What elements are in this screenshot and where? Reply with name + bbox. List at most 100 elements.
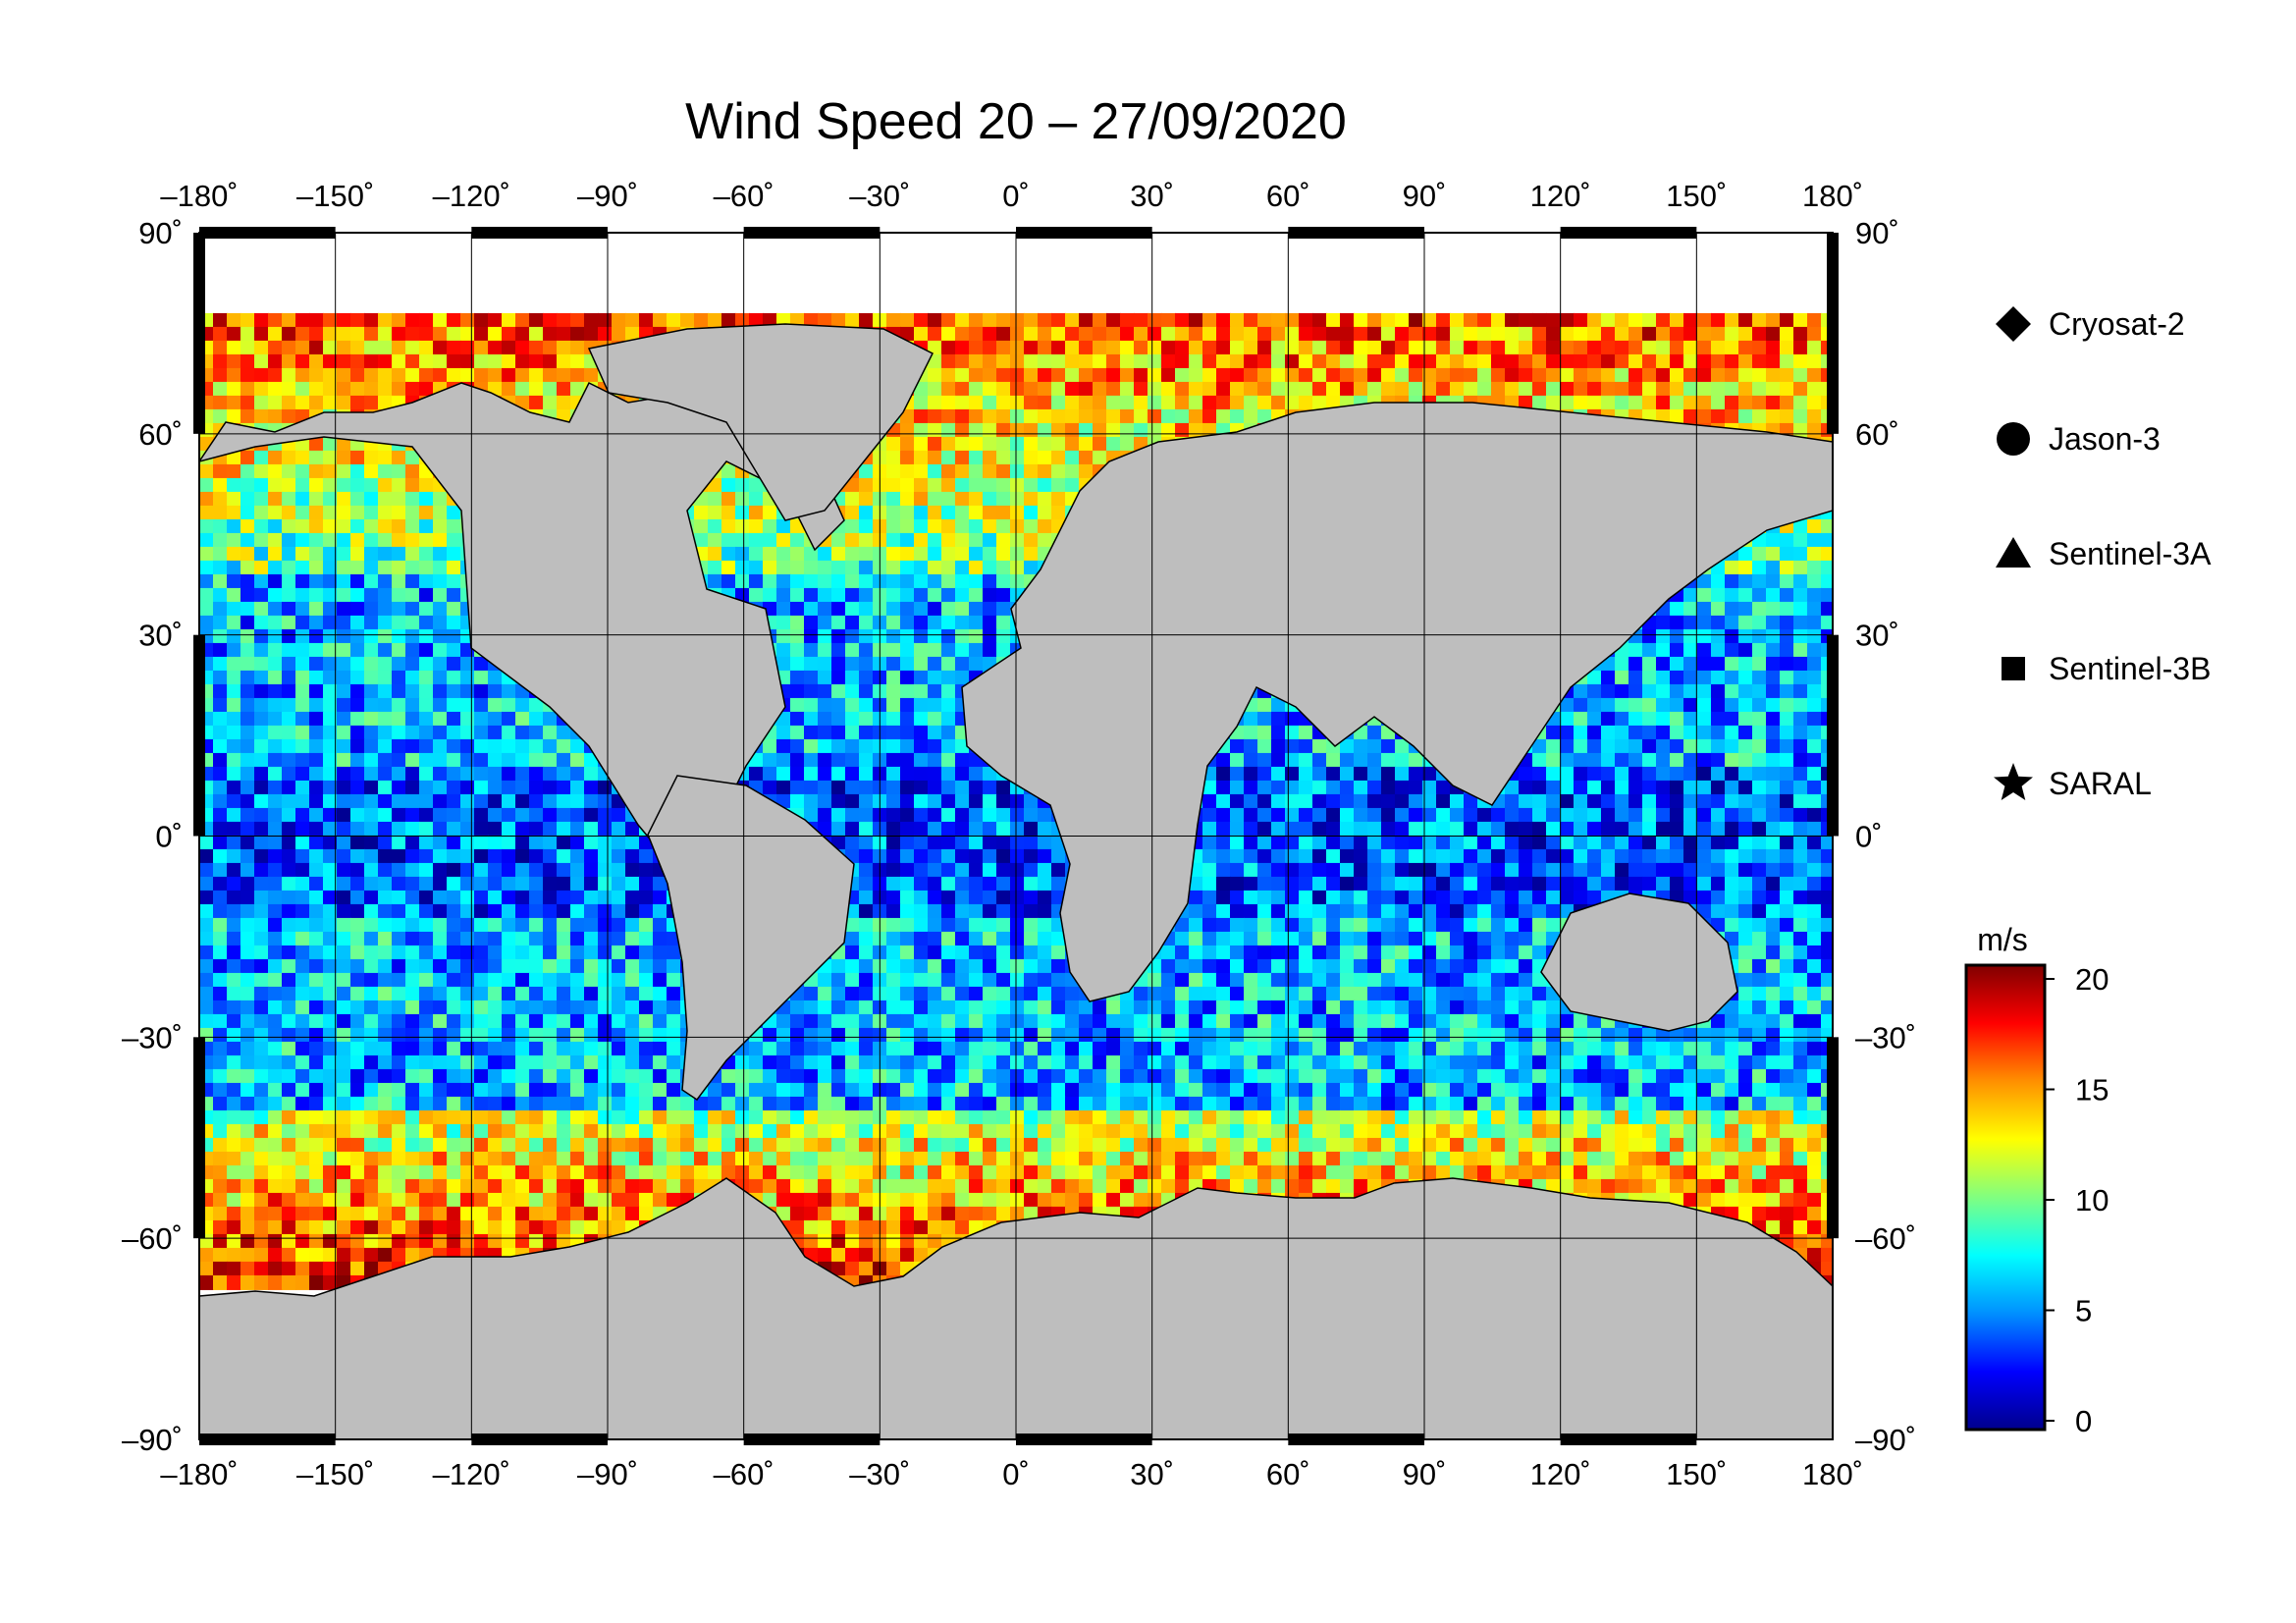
wind-cell	[900, 587, 915, 603]
wind-cell	[996, 835, 1011, 850]
wind-cell	[364, 518, 379, 534]
wind-cell	[1738, 807, 1753, 823]
wind-cell	[955, 463, 970, 479]
wind-cell	[1642, 862, 1657, 878]
wind-cell	[378, 725, 393, 740]
wind-cell	[227, 477, 241, 493]
wind-cell	[1560, 697, 1575, 713]
wind-cell	[240, 738, 255, 754]
wind-cell	[598, 312, 613, 328]
wind-cell	[1807, 353, 1822, 369]
wind-cell	[886, 697, 901, 713]
wind-cell	[1436, 312, 1451, 328]
wind-cell	[1697, 601, 1712, 617]
wind-cell	[914, 738, 929, 754]
wind-cell	[1738, 697, 1753, 713]
wind-cell	[584, 326, 599, 342]
wind-cell	[1738, 326, 1753, 342]
wind-cell	[240, 615, 255, 630]
wind-cell	[914, 752, 929, 768]
wind-cell	[1752, 697, 1767, 713]
wind-cell	[1587, 807, 1602, 823]
wind-cell	[295, 752, 310, 768]
wind-cell	[557, 876, 571, 892]
wind-cell	[818, 670, 832, 685]
wind-cell	[818, 821, 832, 837]
wind-cell	[1477, 862, 1492, 878]
wind-cell	[1065, 326, 1080, 342]
wind-cell	[337, 463, 351, 479]
wind-cell	[639, 312, 654, 328]
wind-cell	[983, 766, 997, 782]
wind-cell	[282, 587, 296, 603]
wind-cell	[1024, 340, 1039, 355]
wind-cell	[584, 312, 599, 328]
wind-cell	[886, 573, 901, 589]
wind-cell	[804, 587, 819, 603]
wind-cell	[364, 450, 379, 465]
wind-cell	[323, 340, 338, 355]
wind-cell	[1601, 340, 1616, 355]
wind-cell	[433, 835, 448, 850]
wind-cell	[1532, 835, 1547, 850]
wind-cell	[941, 312, 956, 328]
wind-cell	[1271, 340, 1286, 355]
wind-cell	[282, 518, 296, 534]
wind-cell	[502, 326, 516, 342]
wind-cell	[1422, 780, 1437, 795]
wind-cell	[1257, 312, 1272, 328]
wind-cell	[928, 615, 942, 630]
wind-cell	[364, 532, 379, 548]
wind-cell	[1601, 876, 1616, 892]
wind-cell	[831, 642, 846, 658]
wind-cell	[1326, 835, 1341, 850]
wind-cell	[337, 491, 351, 507]
wind-cell	[1216, 821, 1231, 837]
wind-cell	[419, 326, 434, 342]
wind-cell	[1106, 395, 1121, 410]
wind-cell	[928, 876, 942, 892]
wind-cell	[557, 725, 571, 740]
wind-cell	[1312, 738, 1327, 754]
wind-cell	[268, 450, 283, 465]
wind-cell	[295, 532, 310, 548]
wind-cell	[1505, 835, 1520, 850]
wind-cell	[1601, 312, 1616, 328]
wind-cell	[364, 683, 379, 699]
wind-cell	[996, 450, 1011, 465]
wind-cell	[254, 697, 269, 713]
wind-cell	[584, 780, 599, 795]
wind-cell	[350, 642, 365, 658]
wind-cell	[928, 697, 942, 713]
wind-cell	[1051, 340, 1066, 355]
wind-cell	[474, 711, 489, 727]
wind-cell	[955, 326, 970, 342]
wind-cell	[1134, 312, 1148, 328]
wind-cell	[419, 683, 434, 699]
wind-cell	[1010, 367, 1025, 383]
wind-cell	[969, 628, 984, 644]
wind-cell	[983, 422, 997, 438]
wind-cell	[1093, 326, 1107, 342]
wind-cell	[1711, 725, 1726, 740]
wind-cell	[364, 326, 379, 342]
wind-cell	[1354, 793, 1368, 809]
wind-cell	[1560, 862, 1575, 878]
wind-cell	[1725, 615, 1739, 630]
wind-cell	[1395, 862, 1410, 878]
wind-cell	[1216, 326, 1231, 342]
wind-cell	[983, 560, 997, 575]
wind-cell	[309, 780, 324, 795]
wind-cell	[337, 353, 351, 369]
wind-cell	[1395, 876, 1410, 892]
wind-cell	[1560, 766, 1575, 782]
wind-cell	[1793, 408, 1808, 424]
wind-cell	[941, 601, 956, 617]
wind-cell	[1450, 793, 1465, 809]
wind-cell	[1560, 793, 1575, 809]
wind-cell	[543, 395, 558, 410]
wind-cell	[213, 835, 228, 850]
wind-cell	[996, 408, 1011, 424]
wind-cell	[1670, 697, 1684, 713]
wind-cell	[392, 326, 406, 342]
